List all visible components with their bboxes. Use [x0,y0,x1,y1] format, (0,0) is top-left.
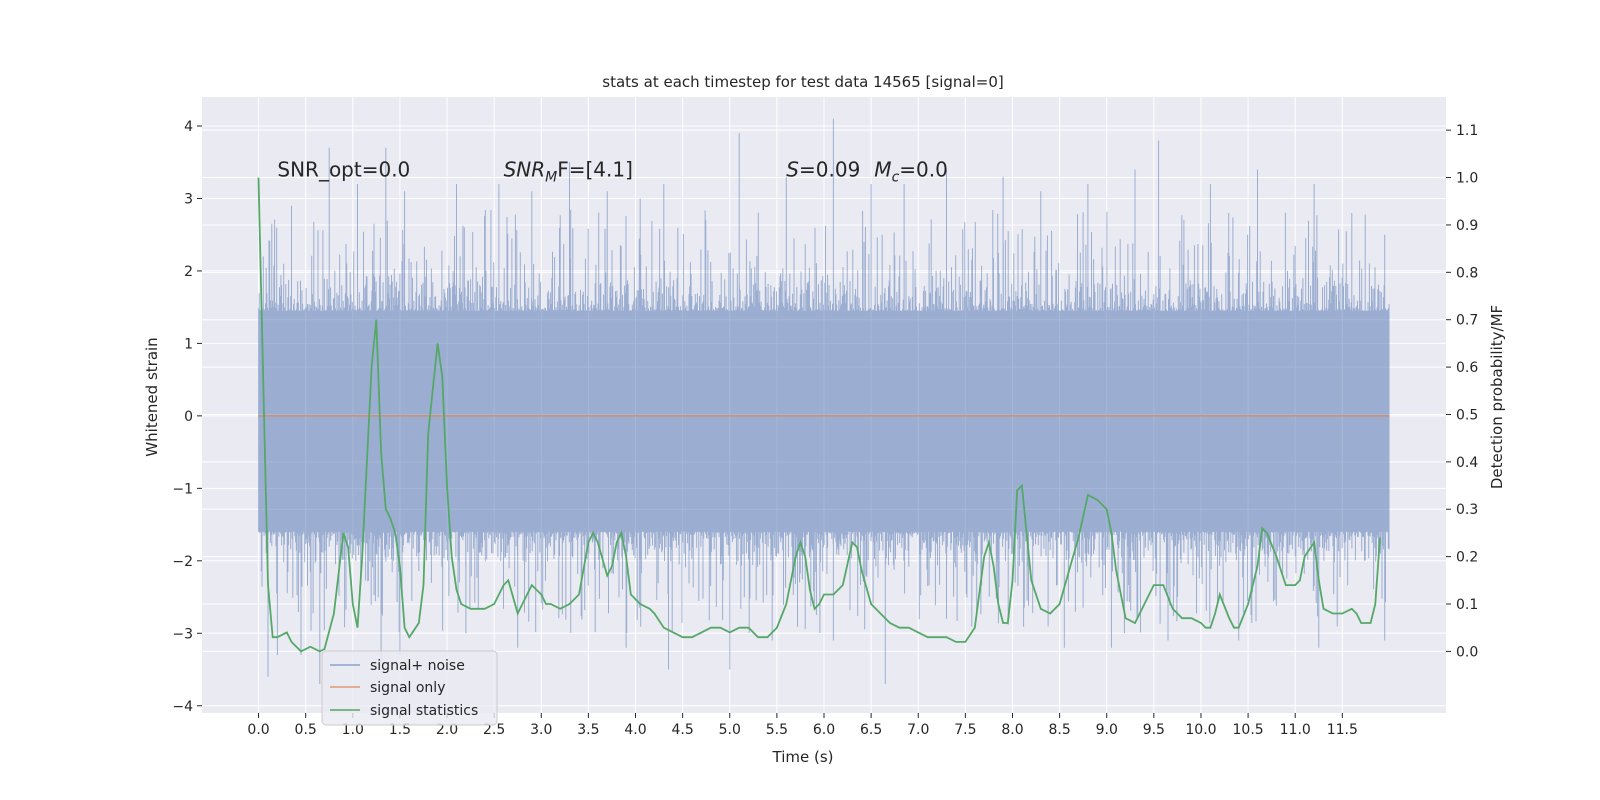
y-right-tick-label: 0.2 [1456,550,1478,566]
annotation-snr-mf-italic: SNR [504,158,546,182]
y-tick-label: 3 [184,191,193,207]
legend: signal+ noise signal only signal statist… [321,650,498,726]
x-tick-label: 10.5 [1233,722,1264,738]
annotation-s-italic: S [786,158,799,182]
x-tick-label: 4.5 [672,722,694,738]
y-right-tick-label: 0.4 [1456,455,1478,471]
y-right-tick-label: 0.8 [1456,265,1478,281]
y-axis-right-label: Detection probability/MF [1488,305,1506,489]
legend-label-signal-noise: signal+ noise [370,658,465,674]
y-right-tick-label: 1.1 [1456,123,1478,139]
x-tick-label: 7.5 [954,722,976,738]
x-tick-label: 11.5 [1327,722,1358,738]
x-tick-label: 3.0 [530,722,552,738]
y-tick-label: 0 [184,409,193,425]
y-tick-label: −1 [172,481,193,497]
y-right-tick-label: 0.7 [1456,313,1478,329]
x-tick-label: 3.5 [577,722,599,738]
x-tick-label: 11.0 [1280,722,1311,738]
x-tick-label: 7.0 [907,722,929,738]
x-tick-label: 8.0 [1001,722,1023,738]
annotation-snr-mf: SNRMF=[4.1] [504,158,633,186]
y-tick-label: −2 [172,554,193,570]
x-tick-label: 2.0 [436,722,458,738]
line-series [257,177,1390,653]
y-right-tick-label: 0.5 [1456,407,1478,423]
annotation-mc-rest: =0.0 [899,158,948,182]
x-tick-label: 10.0 [1185,722,1216,738]
x-tick-label: 2.5 [483,722,505,738]
x-tick-label: 9.0 [1096,722,1118,738]
y-tick-label: 1 [184,336,193,352]
y-right-tick-label: 0.3 [1456,502,1478,518]
y-right-tick-label: 0.1 [1456,597,1478,613]
x-tick-label: 6.5 [860,722,882,738]
y-tick-label: 4 [184,119,193,135]
legend-box [321,650,498,726]
annotation-mc-sub: c [892,170,900,186]
axis-ticks: 0.0 0.5 1.0 1.5 2.0 2.5 3.0 3.5 4.0 4.5 5.0 5.5 6.0 6… [172,119,1478,738]
series-signal-statistics [257,177,1381,653]
y-right-tick-label: 0.0 [1456,644,1478,660]
x-tick-label: 1.0 [342,722,364,738]
x-tick-label: 5.5 [766,722,788,738]
y-tick-label: −3 [172,626,193,642]
x-tick-label: 6.0 [813,722,835,738]
y-tick-label: 2 [184,264,193,280]
annotations: SNR_opt=0.0 SNRMF=[4.1] S=0.09 Mc=0.0 [277,158,947,186]
y-axis-label: Whitened strain [143,337,161,456]
x-tick-label: 0.0 [247,722,269,738]
annotation-s-rest: =0.09 [799,158,860,182]
x-tick-label: 5.0 [719,722,741,738]
y-right-tick-label: 0.6 [1456,360,1478,376]
x-axis-label: Time (s) [772,748,834,766]
x-tick-label: 4.0 [624,722,646,738]
annotation-snr-opt: SNR_opt=0.0 [277,158,410,182]
x-tick-label: 9.5 [1143,722,1165,738]
y-right-tick-label: 0.9 [1456,218,1478,234]
y-right-tick-label: 1.0 [1456,171,1478,187]
x-tick-label: 8.5 [1048,722,1070,738]
annotation-mc-italic: M [874,158,891,182]
x-tick-label: 1.5 [389,722,411,738]
annotation-snr-mf-rest: F=[4.1] [557,158,633,182]
chart-title: stats at each timestep for test data 145… [602,73,1003,91]
legend-label-signal-statistics: signal statistics [370,703,478,719]
annotation-snr-mf-sub: M [545,170,557,186]
x-tick-label: 0.5 [295,722,317,738]
legend-label-signal-only: signal only [370,680,445,696]
y-tick-label: −4 [172,699,193,715]
annotation-s-mc: S=0.09 Mc=0.0 [786,158,948,186]
